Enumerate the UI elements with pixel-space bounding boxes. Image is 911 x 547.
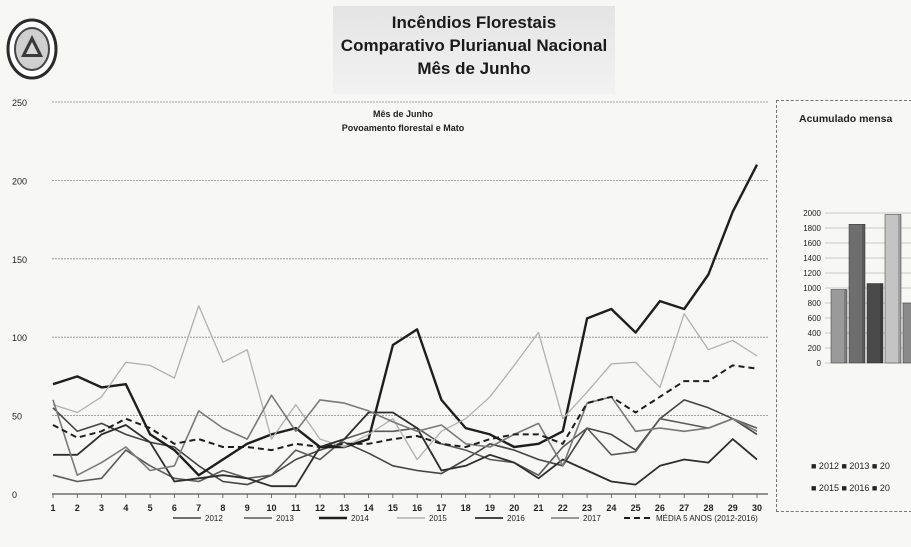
x-tick-label: 12	[315, 503, 325, 513]
x-tick-label: 29	[728, 503, 738, 513]
y-tick-label: 200	[12, 176, 27, 186]
cumulative-bar-panel: Acumulado mensa 0 200 400 600 800 1000 1200 140…	[776, 100, 911, 512]
x-tick-label: 7	[196, 503, 201, 513]
legend-label: 2013	[276, 514, 294, 523]
x-tick-label: 27	[679, 503, 689, 513]
y-axis-ticks: 0 50 100 150 200 250	[12, 98, 27, 500]
x-tick-label: 19	[485, 503, 495, 513]
series-line-2015	[52, 305, 758, 461]
y-tick-label: 150	[12, 255, 27, 265]
side-bar-shade	[844, 289, 847, 363]
side-bar-2012	[830, 289, 848, 364]
side-y-tick-label: 1600	[803, 239, 821, 248]
y-tick-label: 250	[12, 98, 27, 108]
side-chart-title: Acumulado mensa	[799, 113, 893, 125]
x-tick-label: 25	[631, 503, 641, 513]
x-tick-label: 18	[461, 503, 471, 513]
side-bar-2013	[848, 224, 866, 364]
x-tick-label: 28	[703, 503, 713, 513]
side-bar-chart: 0 200 400 600 800 1000 1200 1400 1600 1800 2000	[803, 209, 911, 368]
side-y-tick-label: 2000	[803, 209, 821, 218]
side-legend-row2: ■ 2015 ■ 2016 ■ 20	[811, 483, 890, 493]
chart-legend: 2012 2013 2014 2015 2016 2017 MÉDIA 5 ANOS (20…	[173, 514, 758, 523]
chart-subtitle: Povoamento florestal e Mato	[342, 123, 465, 133]
x-tick-label: 8	[220, 503, 225, 513]
y-tick-label: 50	[12, 412, 22, 422]
x-tick-label: 14	[364, 503, 374, 513]
report-title-line2: Comparativo Plurianual Nacional	[340, 36, 608, 55]
side-y-tick-label: 0	[817, 359, 822, 368]
x-tick-label: 9	[245, 503, 250, 513]
x-tick-label: 21	[534, 503, 544, 513]
report-title-box: Incêndios Florestais Comparativo Plurian…	[333, 6, 615, 94]
side-y-tick-label: 200	[808, 344, 822, 353]
side-bar-2016	[902, 302, 911, 364]
side-y-tick-label: 1200	[803, 269, 821, 278]
x-axis-ticks: 1 2 3 4 5 6 7 8 9 10 11 12 13 14 15 16 17 18 19 20 21 22 23 24 2…	[50, 494, 762, 513]
series-lines	[52, 164, 759, 488]
side-bar-2015	[884, 214, 902, 364]
side-bar-shade	[898, 214, 901, 363]
x-tick-label: 11	[291, 503, 301, 513]
x-tick-label: 1	[50, 503, 55, 513]
series-line-2016	[53, 411, 758, 488]
side-y-tick-label: 1400	[803, 254, 821, 263]
legend-label: 2016	[507, 514, 525, 523]
side-y-tick-label: 1800	[803, 224, 821, 233]
x-tick-label: 10	[266, 503, 276, 513]
report-title-line1: Incêndios Florestais	[391, 13, 557, 32]
x-tick-label: 3	[99, 503, 104, 513]
x-tick-label: 13	[339, 503, 349, 513]
x-tick-label: 2	[75, 503, 80, 513]
side-bar-2014	[866, 283, 884, 364]
legend-label: 2015	[429, 514, 447, 523]
x-tick-label: 5	[148, 503, 153, 513]
y-tick-label: 0	[12, 490, 17, 500]
x-tick-label: 20	[509, 503, 519, 513]
legend-label: 2012	[205, 514, 223, 523]
x-tick-label: 16	[412, 503, 422, 513]
x-tick-label: 23	[582, 503, 592, 513]
chart-title: Mês de Junho	[373, 109, 434, 119]
side-y-tick-label: 800	[808, 299, 822, 308]
civil-protection-logo	[6, 18, 58, 80]
x-tick-label: 24	[606, 503, 616, 513]
series-line-2017	[52, 394, 758, 477]
side-y-tick-label: 1000	[803, 284, 821, 293]
side-y-tick-label: 400	[808, 329, 822, 338]
side-bar-shade	[880, 283, 883, 363]
side-y-tick-label: 600	[808, 314, 822, 323]
x-tick-label: 15	[388, 503, 398, 513]
series-line-2014	[52, 164, 759, 477]
x-tick-label: 26	[655, 503, 665, 513]
legend-label: MÉDIA 5 ANOS (2012-2016)	[656, 514, 758, 523]
x-tick-label: 6	[172, 503, 177, 513]
y-tick-label: 100	[12, 333, 27, 343]
legend-label: 2017	[583, 514, 601, 523]
side-legend-row1: ■ 2012 ■ 2013 ■ 20	[811, 461, 890, 471]
x-tick-label: 4	[123, 503, 128, 513]
x-tick-label: 30	[752, 503, 762, 513]
x-tick-label: 22	[558, 503, 568, 513]
x-tick-label: 17	[436, 503, 446, 513]
chart-grid	[52, 101, 768, 495]
side-bar-shade	[862, 224, 865, 363]
legend-label: 2014	[351, 514, 369, 523]
report-title-line3: Mês de Junho	[417, 59, 531, 78]
